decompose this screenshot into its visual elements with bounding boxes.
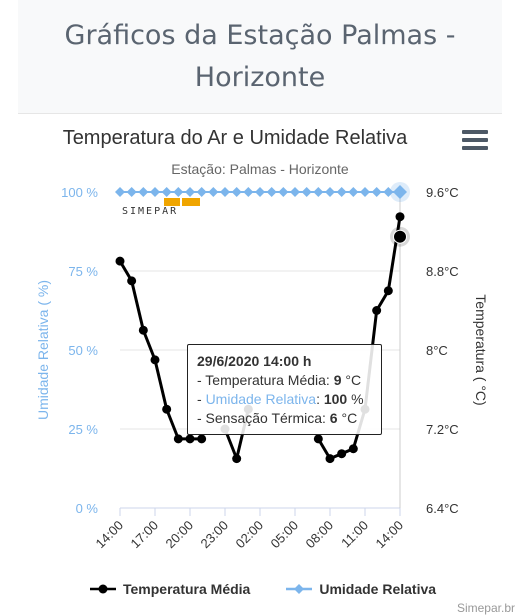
y-right-axis-title: Temperatura ( °C) xyxy=(473,294,489,405)
y-left-tick-label: 75 % xyxy=(68,264,98,279)
y-right-tick-label: 9.6°C xyxy=(426,185,459,200)
humidity-point xyxy=(161,187,172,197)
humidity-point xyxy=(371,187,382,197)
temperature-point xyxy=(185,434,195,444)
humidity-point xyxy=(126,187,137,197)
chart-title: Temperatura do Ar e Umidade Relativa xyxy=(63,127,408,149)
temperature-point xyxy=(197,434,207,444)
legend-item-hum[interactable]: Umidade Relativa xyxy=(286,581,436,597)
temperature-point xyxy=(127,276,137,286)
tooltip-temp-row: - Temperatura Média: 9 °C xyxy=(197,372,362,388)
humidity-point xyxy=(290,187,300,197)
humidity-point xyxy=(173,187,184,197)
humidity-point xyxy=(336,187,347,197)
temperature-point xyxy=(313,434,323,444)
legend-temp-label: Temperatura Média xyxy=(123,581,251,597)
x-tick-label: 17:00 xyxy=(128,518,162,552)
temperature-point xyxy=(372,306,382,315)
x-tick-label: 02:00 xyxy=(233,518,267,552)
simepar-logo: SIMEPAR xyxy=(122,198,208,218)
tooltip-title: 29/6/2020 14:00 h xyxy=(197,353,312,369)
y-right-tick-label: 7.2°C xyxy=(426,422,459,437)
y-right-tick-label: 6.4°C xyxy=(426,501,459,516)
x-tick-label: 11:00 xyxy=(338,518,371,551)
temperature-point xyxy=(337,449,347,459)
humidity-point xyxy=(383,187,394,197)
temperature-point xyxy=(232,454,242,464)
humidity-point xyxy=(266,187,277,197)
temperature-highlight-point xyxy=(393,229,407,244)
credits-link[interactable]: Simepar.br xyxy=(456,601,515,615)
page-header: Gráficos da Estação Palmas - Horizonte xyxy=(18,0,502,114)
x-tick-label: 14:00 xyxy=(93,518,127,552)
legend-item-temp[interactable]: Temperatura Média xyxy=(90,581,250,597)
temperature-point xyxy=(115,256,125,266)
humidity-point xyxy=(220,187,230,197)
legend-hum-marker-icon xyxy=(286,584,313,594)
temperature-point xyxy=(325,454,335,464)
legend-hum-label: Umidade Relativa xyxy=(319,581,437,597)
humidity-point xyxy=(138,187,149,197)
chart-container: Temperatura do Ar e Umidade Relativa Esta… xyxy=(0,116,520,615)
chart-subtitle: Estação: Palmas - Horizonte xyxy=(171,161,349,177)
humidity-point xyxy=(185,187,195,197)
humidity-point xyxy=(243,187,254,197)
x-tick-label: 14:00 xyxy=(373,518,407,552)
y-left-tick-label: 100 % xyxy=(61,185,98,200)
x-tick-label: 08:00 xyxy=(303,518,337,552)
temperature-point xyxy=(348,444,358,454)
page-title: Gráficos da Estação Palmas - Horizonte xyxy=(64,19,456,93)
humidity-point xyxy=(325,187,335,197)
temperature-point xyxy=(395,212,405,222)
y-right-tick-label: 8.8°C xyxy=(426,264,459,279)
y-left-tick-label: 50 % xyxy=(68,343,98,358)
tooltip-feel-row: - Sensação Térmica: 6 °C xyxy=(197,410,358,426)
humidity-point xyxy=(360,187,370,197)
humidity-point xyxy=(255,187,265,197)
humidity-point xyxy=(196,187,207,197)
humidity-point xyxy=(348,187,359,197)
legend-temp-marker-icon xyxy=(90,584,116,594)
humidity-point xyxy=(301,187,312,197)
temperature-point xyxy=(150,355,160,365)
x-tick-label: 05:00 xyxy=(268,518,302,552)
humidity-highlight-point xyxy=(393,185,407,199)
y-left-tick-label: 25 % xyxy=(68,422,98,437)
humidity-point xyxy=(313,187,324,197)
y-right-tick-label: 8°C xyxy=(426,343,448,358)
y-left-axis-title: Umidade Relativa ( %) xyxy=(35,280,51,420)
x-tick-label: 20:00 xyxy=(163,518,197,552)
chart-tooltip: 29/6/2020 14:00 h - Temperatura Média: 9… xyxy=(187,344,382,435)
humidity-point xyxy=(231,187,242,197)
temperature-point xyxy=(383,286,393,296)
humidity-point xyxy=(278,187,289,197)
x-tick-label: 23:00 xyxy=(198,518,232,552)
temperature-point xyxy=(138,325,148,335)
temperature-point xyxy=(173,434,183,444)
y-left-tick-label: 0 % xyxy=(76,501,99,516)
humidity-point xyxy=(115,187,125,197)
menu-icon[interactable] xyxy=(462,130,488,152)
temperature-point xyxy=(162,404,172,414)
humidity-point xyxy=(150,187,160,197)
humidity-point xyxy=(208,187,219,197)
chart-legend: Temperatura Média Umidade Relativa xyxy=(90,578,472,600)
tooltip-hum-row: - Umidade Relativa: 100 % xyxy=(197,391,364,407)
